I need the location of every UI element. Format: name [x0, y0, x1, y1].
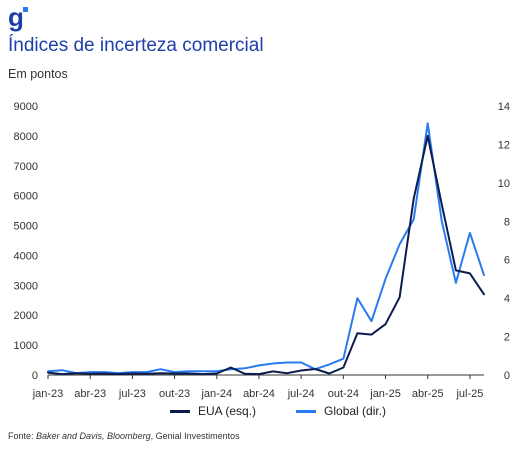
- legend-swatch-eua: [170, 409, 190, 413]
- legend-item-eua: EUA (esq.): [170, 404, 256, 418]
- y-left-tick-label: 1000: [14, 340, 38, 352]
- source-suffix: , Genial Investimentos: [150, 431, 240, 441]
- chart-title: Índices de incerteza comercial: [8, 35, 264, 56]
- series-line-global: [47, 122, 485, 375]
- legend-label-eua: EUA (esq.): [198, 404, 257, 418]
- x-tick-label: abr-25: [412, 388, 444, 400]
- y-left-tick-label: 5000: [14, 221, 38, 233]
- x-tick-label: abr-24: [243, 388, 275, 400]
- source-italic: Baker and Davis, Bloomberg: [36, 431, 151, 441]
- source-prefix: Fonte:: [8, 431, 37, 441]
- y-right-tick-label: 12: [498, 139, 510, 151]
- chart-subtitle: Em pontos: [8, 67, 68, 81]
- brand-logo: g: [8, 4, 28, 32]
- y-left-tick-label: 6000: [14, 191, 38, 203]
- y-right-tick-label: 10: [498, 178, 510, 190]
- x-tick-label: jul-25: [455, 388, 483, 400]
- y-left-tick-label: 4000: [14, 250, 38, 262]
- series-line-eua: [47, 134, 485, 376]
- y-left-tick-label: 7000: [14, 161, 38, 173]
- logo-accent-square: [23, 7, 28, 12]
- source-note: Fonte: Baker and Davis, Bloomberg, Genia…: [8, 431, 240, 441]
- legend-item-global: Global (dir.): [296, 404, 386, 418]
- x-tick-label: abr-23: [74, 388, 106, 400]
- logo-letter: g: [8, 4, 24, 32]
- y-right-tick-label: 2: [504, 332, 510, 344]
- x-tick-label: jul-24: [287, 388, 315, 400]
- x-tick-label: jan-25: [369, 388, 401, 400]
- x-tick-label: out-24: [328, 388, 359, 400]
- line-chart: 0 1000 2000 3000 4000 5000 6000 7000 8000 9000 0 2 4…: [14, 101, 510, 400]
- y-right-tick-label: 14: [498, 101, 510, 113]
- legend-label-global: Global (dir.): [324, 404, 387, 418]
- legend-swatch-global: [296, 409, 317, 413]
- y-right-tick-label: 8: [504, 216, 510, 228]
- x-tick-label: jan-23: [32, 388, 64, 400]
- y-left-tick-label: 2000: [14, 310, 38, 322]
- x-tick-label: out-23: [159, 388, 190, 400]
- y-left-tick-label: 3000: [14, 280, 38, 292]
- y-right-tick-label: 6: [504, 255, 510, 267]
- y-right-tick-label: 4: [504, 293, 510, 305]
- legend: EUA (esq.) Global (dir.): [170, 404, 426, 418]
- x-tick-label: jan-24: [200, 388, 232, 400]
- y-left-tick-label: 8000: [14, 131, 38, 143]
- y-left-tick-label: 9000: [14, 101, 38, 113]
- x-tick-label: jul-23: [118, 388, 146, 400]
- y-right-tick-label: 0: [504, 370, 510, 382]
- y-left-tick-label: 0: [32, 370, 38, 382]
